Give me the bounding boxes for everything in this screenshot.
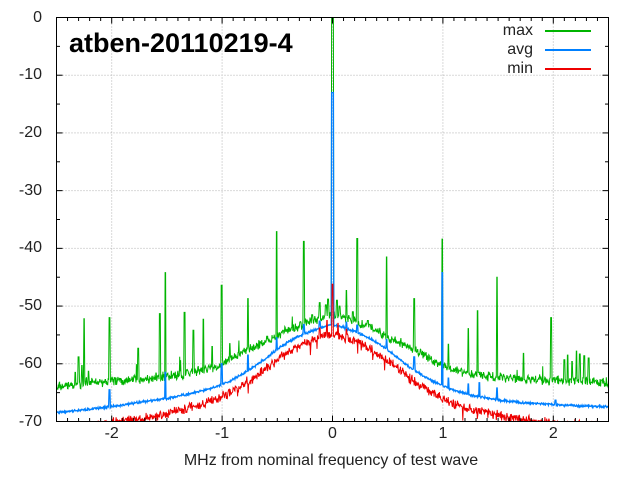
legend-item-max: max — [503, 21, 591, 40]
y-tick-label: 0 — [33, 8, 42, 26]
y-tick-label: -30 — [18, 181, 42, 199]
y-tick-label: -50 — [18, 297, 42, 315]
x-tick-label: 1 — [438, 425, 448, 442]
y-tick-label: -10 — [18, 66, 42, 84]
legend-line-max-icon — [545, 29, 591, 32]
legend: max avg min — [503, 21, 591, 78]
y-tick-label: -40 — [18, 239, 42, 257]
x-tick-label: 2 — [548, 425, 558, 442]
legend-label-max: max — [502, 21, 533, 39]
plot-title: atben-20110219-4 — [69, 28, 293, 58]
x-axis-label: MHz from nominal frequency of test wave — [183, 452, 479, 469]
x-tick-label: -2 — [104, 425, 119, 442]
legend-line-avg-icon — [545, 48, 591, 51]
y-tick-label: -70 — [18, 412, 42, 430]
x-tick-label: -1 — [214, 425, 230, 442]
y-tick-label: -60 — [18, 354, 42, 372]
legend-label-min: min — [507, 59, 533, 77]
x-tick-label: 0 — [328, 425, 337, 442]
legend-item-avg: avg — [503, 40, 591, 59]
legend-label-avg: avg — [507, 40, 533, 58]
legend-line-min-icon — [545, 67, 591, 70]
y-tick-label: -20 — [18, 123, 42, 141]
legend-item-min: min — [503, 59, 591, 78]
